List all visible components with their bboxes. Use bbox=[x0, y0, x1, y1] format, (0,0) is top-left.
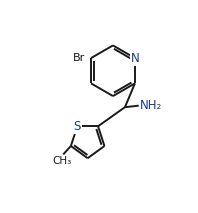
Text: CH₃: CH₃ bbox=[52, 156, 72, 166]
Text: N: N bbox=[130, 52, 139, 65]
Text: Br: Br bbox=[73, 53, 85, 63]
Text: NH₂: NH₂ bbox=[140, 99, 162, 112]
Text: S: S bbox=[74, 120, 81, 133]
